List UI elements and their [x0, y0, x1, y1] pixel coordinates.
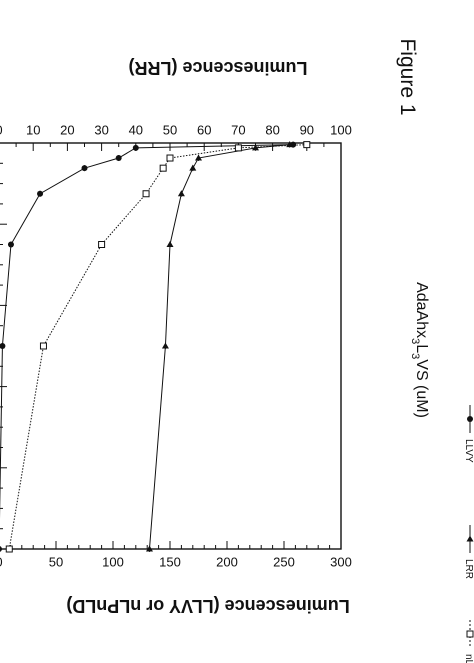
y-right-tick-label: 50: [49, 555, 63, 570]
data-point-llvy: [7, 241, 14, 248]
y-right-tick-label: 0: [0, 555, 3, 570]
y-right-tick-label: 250: [273, 555, 295, 570]
y-left-tick-label-group: 50: [163, 123, 177, 138]
y-left-tick-label-group: 40: [129, 123, 143, 138]
data-point-lrr: [195, 154, 202, 161]
y-left-tick-label: 10: [26, 123, 40, 138]
y-right-label: Luminescence (LRR): [128, 58, 307, 78]
y-right-tick-label: 150: [159, 555, 181, 570]
y-left-tick-label-group: 80: [265, 123, 279, 138]
figure-label: Figure 1: [396, 38, 419, 115]
data-point-nlpnld: [142, 190, 150, 198]
y-right-tick-label: 200: [216, 555, 238, 570]
y-left-tick-label: 80: [265, 123, 279, 138]
y-left-tick-label: 100: [330, 123, 352, 138]
legend: LLVY LRR nLPnLD: [463, 405, 474, 663]
data-point-lrr: [286, 141, 294, 148]
data-point-nlpnld: [159, 164, 167, 172]
data-point-llvy: [37, 190, 44, 197]
data-point-lrr: [145, 545, 153, 552]
legend-marker-lrr: [466, 535, 474, 542]
series-line-nlpnld: [8, 144, 307, 550]
y-right-tick-label-group: 300: [330, 555, 352, 570]
plot-frame: [0, 142, 342, 550]
y-left-tick-label-group: 30: [94, 123, 108, 138]
y-left-tick-label-group: 90: [300, 123, 314, 138]
legend-label-llvy: LLVY: [463, 439, 474, 463]
y-left-tick-label-group: 100: [330, 123, 352, 138]
data-point-nlpnld: [5, 545, 13, 553]
data-point-llvy: [132, 144, 139, 151]
y-right-tick-label-group: 100: [102, 555, 124, 570]
series-line-llvy: [0, 144, 294, 550]
y-right-tick-label-group: 250: [273, 555, 295, 570]
legend-marker-nlpnld: [466, 630, 474, 638]
data-point-llvy: [0, 343, 6, 349]
data-point-nlpnld: [234, 144, 242, 152]
y-left-tick-label-group: 60: [197, 123, 211, 138]
legend-marker-llvy: [467, 416, 473, 422]
x-axis-label: AdaAhx3L3VS (uM): [409, 282, 430, 418]
y-left-tick-label: 60: [197, 123, 211, 138]
chart-plot: 0246810010203040506070809010005010015020…: [0, 123, 352, 570]
legend-label-nlpnld: nLPnLD: [463, 654, 474, 663]
legend-label-lrr: LRR: [463, 559, 474, 579]
data-point-lrr: [189, 164, 197, 171]
data-point-llvy: [0, 546, 2, 552]
y-left-tick-label-group: 0: [0, 123, 3, 138]
data-point-llvy: [81, 165, 88, 172]
y-right-tick-label-group: 200: [216, 555, 238, 570]
y-left-tick-label-group: 10: [26, 123, 40, 138]
y-right-tick-label: 100: [102, 555, 124, 570]
y-left-tick-label: 30: [94, 123, 108, 138]
y-left-label: Luminescence (LLVY or nLPnLD): [66, 596, 349, 616]
left-axis-title: Luminescence (LLVY or nLPnLD): [66, 596, 349, 616]
y-left-tick-label: 40: [129, 123, 143, 138]
data-point-nlpnld: [166, 154, 174, 162]
y-right-tick-label-group: 0: [0, 555, 3, 570]
data-point-lrr: [161, 342, 169, 349]
data-point-llvy: [115, 155, 122, 162]
y-left-tick-label: 50: [163, 123, 177, 138]
data-point-lrr: [166, 241, 174, 247]
data-point-nlpnld: [98, 241, 106, 248]
data-point-lrr: [252, 144, 259, 151]
y-right-tick-label-group: 50: [49, 555, 63, 570]
series-lines: [0, 144, 307, 550]
y-left-tick-label: 20: [60, 123, 74, 138]
y-right-tick-label-group: 150: [159, 555, 181, 570]
y-left-tick-label: 0: [0, 123, 3, 138]
axes: 0246810010203040506070809010005010015020…: [0, 123, 352, 570]
y-left-tick-label: 90: [300, 123, 314, 138]
y-left-tick-label: 70: [231, 123, 245, 138]
series-markers: [0, 141, 311, 553]
y-left-tick-label-group: 20: [60, 123, 74, 138]
right-axis-title: Luminescence (LRR): [128, 58, 307, 78]
data-point-nlpnld: [39, 342, 47, 350]
figure-title: Figure 1: [396, 38, 419, 115]
y-left-tick-label-group: 70: [231, 123, 245, 138]
y-right-tick-label: 300: [330, 555, 352, 570]
data-point-nlpnld: [303, 141, 311, 149]
x-axis-title: AdaAhx3L3VS (uM): [409, 282, 430, 418]
series-line-lrr: [148, 144, 290, 550]
data-point-lrr: [177, 190, 185, 197]
